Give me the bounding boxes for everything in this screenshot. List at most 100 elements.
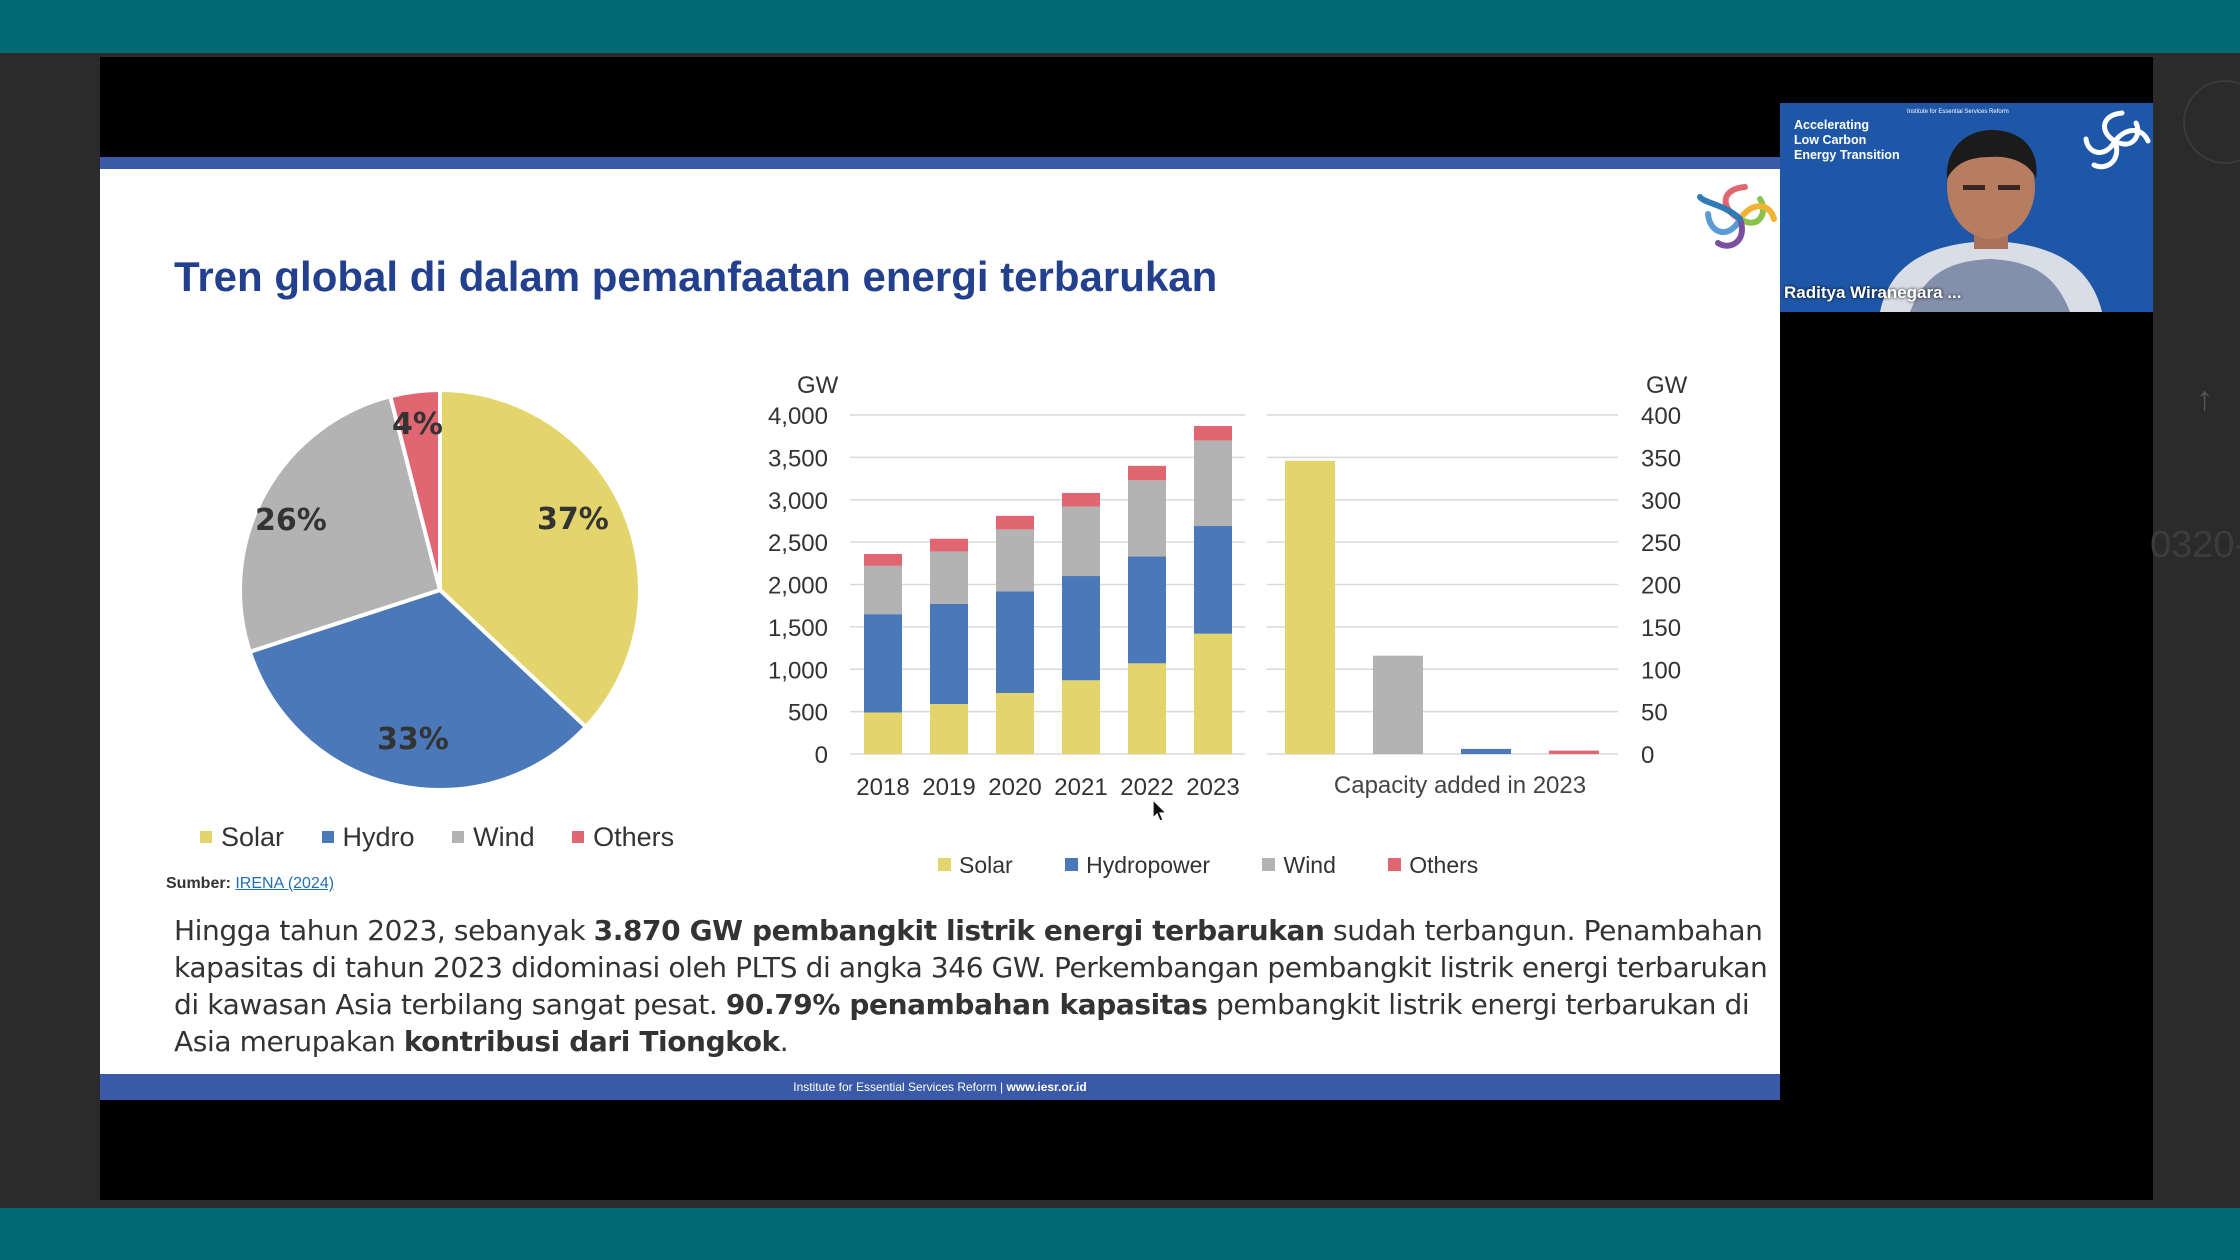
bar-legend: Solar Hydropower Wind Others — [938, 852, 1524, 879]
pie-chart — [238, 387, 642, 792]
legend-item-others: Others — [1388, 852, 1478, 879]
pie-slice-hydro — [247, 587, 589, 792]
paragraph-text: sudah terbangun. Penambahan kapasitas di… — [174, 914, 1768, 1021]
bar-segment-hydropower — [930, 603, 968, 704]
legend-item-solar: Solar — [938, 852, 1013, 879]
pie-slice-others — [387, 387, 442, 591]
paragraph-bold-text: kontribusi dari Tiongkok — [403, 1025, 780, 1058]
legend-item-hydropower: Hydropower — [1065, 852, 1210, 879]
legend-item-others: Others — [572, 822, 674, 853]
bar-segment-solar — [1128, 663, 1166, 754]
bar-segment-solar — [864, 712, 902, 754]
y-tick-label: 400 — [1641, 403, 1681, 430]
legend-label: Others — [1409, 852, 1479, 878]
bar-segment-others — [996, 515, 1034, 530]
iesr-logo-icon — [1697, 184, 1777, 249]
y-tick-label: 1,500 — [768, 615, 828, 642]
y-tick-label: 3,500 — [768, 445, 828, 472]
paragraph-text: pembangkit listrik energi terbarukan di … — [174, 988, 1750, 1058]
legend-label: Others — [593, 822, 675, 852]
bar-others — [1549, 750, 1599, 754]
participant-name: Raditya Wiranegara ... — [1784, 283, 1962, 302]
legend-swatch — [1388, 858, 1402, 872]
slide-title: Tren global di dalam pemanfaatan energi … — [174, 253, 1218, 300]
footer-org: Institute for Essential Services Reform … — [793, 1080, 1007, 1094]
bar-segment-solar — [1194, 633, 1232, 754]
x-axis-label: Capacity added in 2023 — [1334, 772, 1586, 799]
legend-item-hydro: Hydro — [321, 822, 415, 853]
source-link[interactable]: IRENA (2024) — [235, 875, 335, 892]
legend-swatch — [938, 858, 951, 872]
y-tick-label: 500 — [788, 700, 828, 727]
participant-video-tile[interactable]: Accelerating Low Carbon Energy Transitio… — [1780, 103, 2153, 312]
x-tick-label: 2023 — [1186, 774, 1239, 801]
legend-swatch — [321, 830, 334, 843]
y-tick-label: 100 — [1641, 657, 1681, 684]
participant-video-feed — [1880, 129, 2102, 312]
y-tick-label: 2,500 — [768, 530, 828, 557]
bar-segment-solar — [996, 692, 1034, 754]
bar-segment-others — [930, 538, 968, 552]
bar-segment-others — [1194, 426, 1232, 441]
bar-segment-hydropower — [996, 591, 1034, 693]
legend-swatch — [572, 830, 585, 843]
y-tick-label: 2,000 — [768, 573, 828, 600]
legend-swatch — [200, 830, 212, 843]
bar-segment-wind — [1128, 480, 1166, 557]
bar-segment-wind — [996, 529, 1034, 592]
legend-label: Hydro — [342, 822, 415, 852]
meeting-bottom-bar — [0, 1208, 2240, 1260]
source-label: Sumber: — [166, 875, 231, 892]
y-tick-label: 300 — [1641, 488, 1681, 515]
pie-label-wind: 26% — [255, 503, 327, 538]
video-title-line: Low Carbon — [1794, 133, 1867, 147]
bar-wind — [1373, 655, 1423, 754]
footer-url: www.iesr.or.id — [1006, 1080, 1087, 1094]
legend-swatch — [1262, 858, 1276, 872]
paragraph-bold-text: 3.870 GW pembangkit listrik energi terba… — [593, 914, 1325, 947]
legend-swatch — [1065, 858, 1079, 872]
bar-solar — [1285, 460, 1335, 754]
bar-segment-wind — [1062, 506, 1100, 577]
pie-legend: Solar Hydro Wind Others — [200, 822, 704, 853]
bar-segment-hydropower — [1128, 556, 1166, 664]
source-citation: Sumber: IRENA (2024) — [166, 875, 334, 893]
y-tick-label: 3,000 — [768, 488, 828, 515]
legend-label: Wind — [473, 822, 535, 852]
x-tick-label: 2022 — [1120, 774, 1173, 801]
pie-label-solar: 37% — [537, 502, 609, 537]
video-background-title: Accelerating Low Carbon Energy Transitio… — [1794, 118, 1944, 163]
y-tick-label: 0 — [815, 742, 828, 769]
bar-segment-wind — [864, 565, 902, 615]
x-tick-label: 2020 — [988, 774, 1041, 801]
bar-segment-hydropower — [864, 614, 902, 713]
pie-slice-wind — [238, 393, 443, 655]
bar-segment-wind — [1194, 440, 1232, 527]
background-partial-text: 0320- — [2150, 524, 2240, 566]
y-tick-label: 150 — [1641, 615, 1681, 642]
bar-segment-solar — [1062, 680, 1100, 754]
legend-label: Solar — [959, 852, 1013, 878]
pie-label-hydro: 33% — [377, 722, 449, 757]
y-tick-label: 4,000 — [768, 403, 828, 430]
y-axis-unit: GW — [797, 372, 839, 399]
arrow-up-icon[interactable]: ↑ — [2196, 380, 2213, 418]
y-tick-label: 50 — [1641, 700, 1668, 727]
video-background-logo-icon — [2083, 110, 2151, 170]
bar-segment-solar — [930, 703, 968, 754]
y-tick-label: 200 — [1641, 573, 1681, 600]
y-tick-label: 0 — [1641, 742, 1654, 769]
bar-segment-hydropower — [1194, 526, 1232, 634]
y-tick-label: 1,000 — [768, 657, 828, 684]
bar-segment-others — [1062, 492, 1100, 507]
bar-hydropower — [1461, 748, 1511, 754]
video-title-line: Energy Transition — [1794, 148, 1900, 162]
y-tick-label: 250 — [1641, 530, 1681, 557]
video-title-line: Accelerating — [1794, 118, 1870, 132]
paragraph-text: Hingga tahun 2023, sebanyak — [174, 914, 594, 947]
slide-footer: Institute for Essential Services Reform … — [100, 1074, 1780, 1100]
mouse-cursor-icon — [1152, 799, 1168, 822]
legend-item-wind: Wind — [452, 822, 535, 853]
slide-paragraph: Hingga tahun 2023, sebanyak 3.870 GW pem… — [174, 912, 1774, 1060]
side-menu-button[interactable] — [2183, 80, 2240, 164]
